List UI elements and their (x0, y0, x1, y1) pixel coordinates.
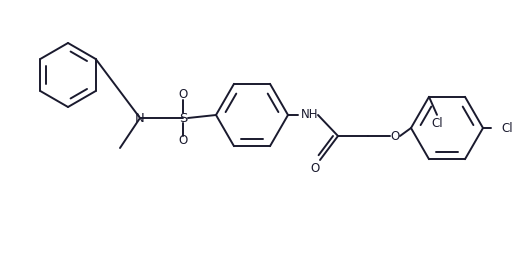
Text: O: O (310, 162, 320, 175)
Text: S: S (179, 111, 187, 124)
Text: NH: NH (301, 109, 319, 122)
Text: O: O (178, 134, 188, 147)
Text: N: N (135, 111, 145, 124)
Text: O: O (178, 88, 188, 102)
Text: O: O (390, 129, 400, 143)
Text: Cl: Cl (431, 117, 443, 130)
Text: Cl: Cl (501, 122, 513, 134)
